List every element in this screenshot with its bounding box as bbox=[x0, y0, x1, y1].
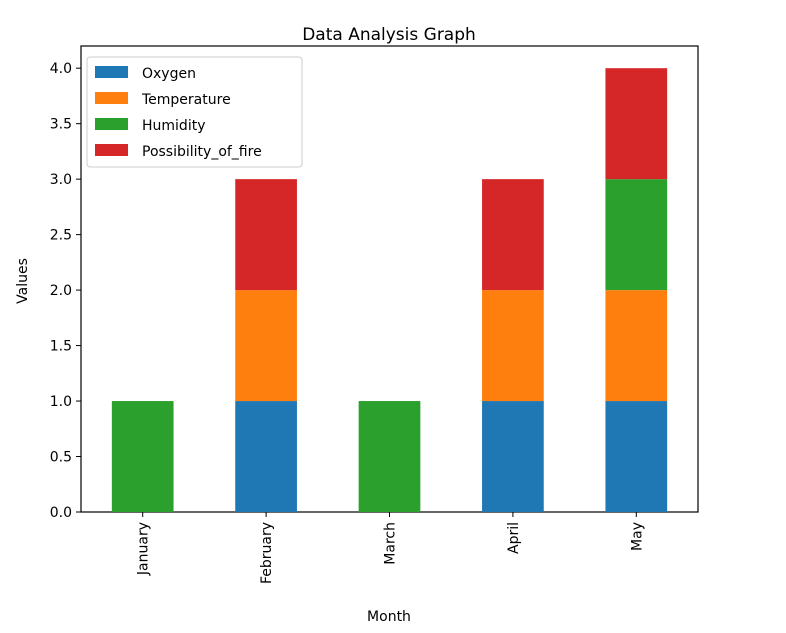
y-axis: 0.0 0.5 1.0 1.5 2.0 2.5 3.0 3.5 4.0 bbox=[50, 61, 81, 521]
y-tick-label: 0.5 bbox=[50, 450, 72, 466]
bar-may-oxygen bbox=[605, 401, 668, 512]
y-tick-label: 3.5 bbox=[50, 117, 72, 133]
bar-may-humidity bbox=[605, 179, 668, 291]
bar-april-possibility-of-fire bbox=[482, 179, 544, 291]
bar-april-temperature bbox=[482, 290, 544, 402]
x-axis-label: Month bbox=[367, 609, 411, 625]
bar-april-oxygen bbox=[482, 401, 544, 512]
legend-box bbox=[86, 56, 303, 168]
x-axis: January February March April May bbox=[136, 512, 645, 584]
x-tick-label-february: February bbox=[259, 522, 275, 584]
y-tick-label: 2.0 bbox=[50, 283, 72, 299]
y-tick-label: 1.5 bbox=[50, 339, 72, 355]
bars-layer bbox=[111, 68, 668, 512]
bar-may-possibility-of-fire bbox=[605, 68, 668, 180]
bar-february-oxygen bbox=[235, 401, 297, 512]
bar-february-possibility-of-fire bbox=[235, 179, 297, 291]
legend-swatch-possibility-of-fire bbox=[95, 144, 128, 156]
chart-title: Data Analysis Graph bbox=[302, 25, 476, 45]
y-tick-label: 0.0 bbox=[50, 505, 72, 521]
x-tick-label-may: May bbox=[629, 522, 645, 551]
bar-march-humidity bbox=[358, 401, 421, 512]
legend-label-oxygen: Oxygen bbox=[142, 66, 196, 82]
x-tick-label-april: April bbox=[506, 522, 522, 554]
bar-may-temperature bbox=[605, 290, 668, 402]
x-tick-label-january: January bbox=[136, 522, 152, 576]
legend-swatch-temperature bbox=[95, 92, 128, 104]
legend-label-humidity: Humidity bbox=[142, 118, 205, 134]
x-tick-label-march: March bbox=[383, 522, 399, 565]
y-tick-label: 4.0 bbox=[50, 61, 72, 77]
bar-february-temperature bbox=[235, 290, 297, 402]
y-tick-label: 3.0 bbox=[50, 172, 72, 188]
legend-label-temperature: Temperature bbox=[141, 92, 231, 108]
y-tick-label: 2.5 bbox=[50, 228, 72, 244]
legend-swatch-oxygen bbox=[95, 66, 128, 78]
legend: Oxygen Temperature Humidity Possibility_of_… bbox=[86, 56, 303, 168]
legend-swatch-humidity bbox=[95, 118, 128, 130]
y-axis-label: Values bbox=[15, 258, 31, 304]
legend-label-possibility-of-fire: Possibility_of_fire bbox=[142, 144, 262, 160]
bar-january-humidity bbox=[111, 401, 174, 512]
y-tick-label: 1.0 bbox=[50, 394, 72, 410]
